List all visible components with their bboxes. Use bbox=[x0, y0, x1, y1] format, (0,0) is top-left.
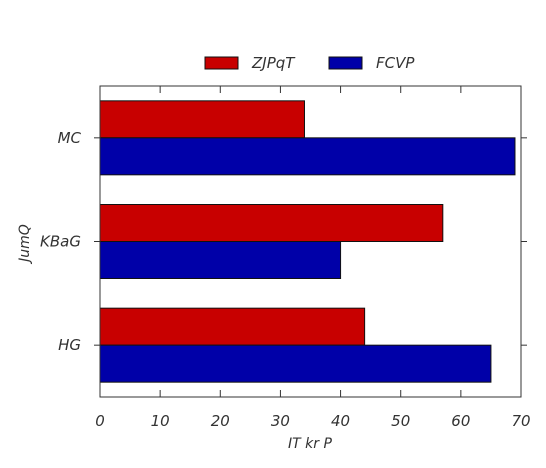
bar-FCVP-KBaG bbox=[99, 241, 342, 279]
x-axis-title: IT kr P bbox=[288, 436, 332, 452]
y-axis: MC KBaG HG bbox=[40, 129, 527, 354]
bar-ZJPqT-HG bbox=[99, 307, 366, 346]
y-tick-label: MC bbox=[58, 129, 82, 147]
x-tick-label: 60 bbox=[451, 412, 470, 430]
x-tick-label: 10 bbox=[151, 412, 170, 430]
x-tick-label: 20 bbox=[211, 412, 230, 430]
bar-ZJPqT-KBaG bbox=[99, 204, 444, 242]
y-tick-label: KBaG bbox=[40, 233, 81, 251]
x-tick-label: 50 bbox=[391, 412, 410, 430]
legend-label-ZJPqT: ZJPqT bbox=[251, 54, 296, 72]
bars bbox=[99, 100, 516, 383]
legend-label-FCVP: FCVP bbox=[376, 54, 415, 72]
y-axis-title: JumQ bbox=[17, 224, 33, 265]
x-tick-label: 0 bbox=[95, 412, 105, 430]
x-tick-label: 70 bbox=[511, 412, 530, 430]
x-axis: 0 10 20 30 40 50 60 70 bbox=[95, 86, 531, 430]
bar-FCVP-HG bbox=[99, 344, 492, 383]
x-tick-label: 40 bbox=[331, 412, 350, 430]
legend-swatch-FCVP bbox=[328, 56, 363, 70]
bar-FCVP-MC bbox=[99, 137, 516, 176]
bar-ZJPqT-MC bbox=[99, 100, 305, 139]
legend: ZJPqT FCVP bbox=[204, 54, 415, 72]
x-tick-label: 30 bbox=[271, 412, 290, 430]
y-tick-label: HG bbox=[58, 336, 81, 354]
legend-swatch-ZJPqT bbox=[204, 56, 239, 70]
